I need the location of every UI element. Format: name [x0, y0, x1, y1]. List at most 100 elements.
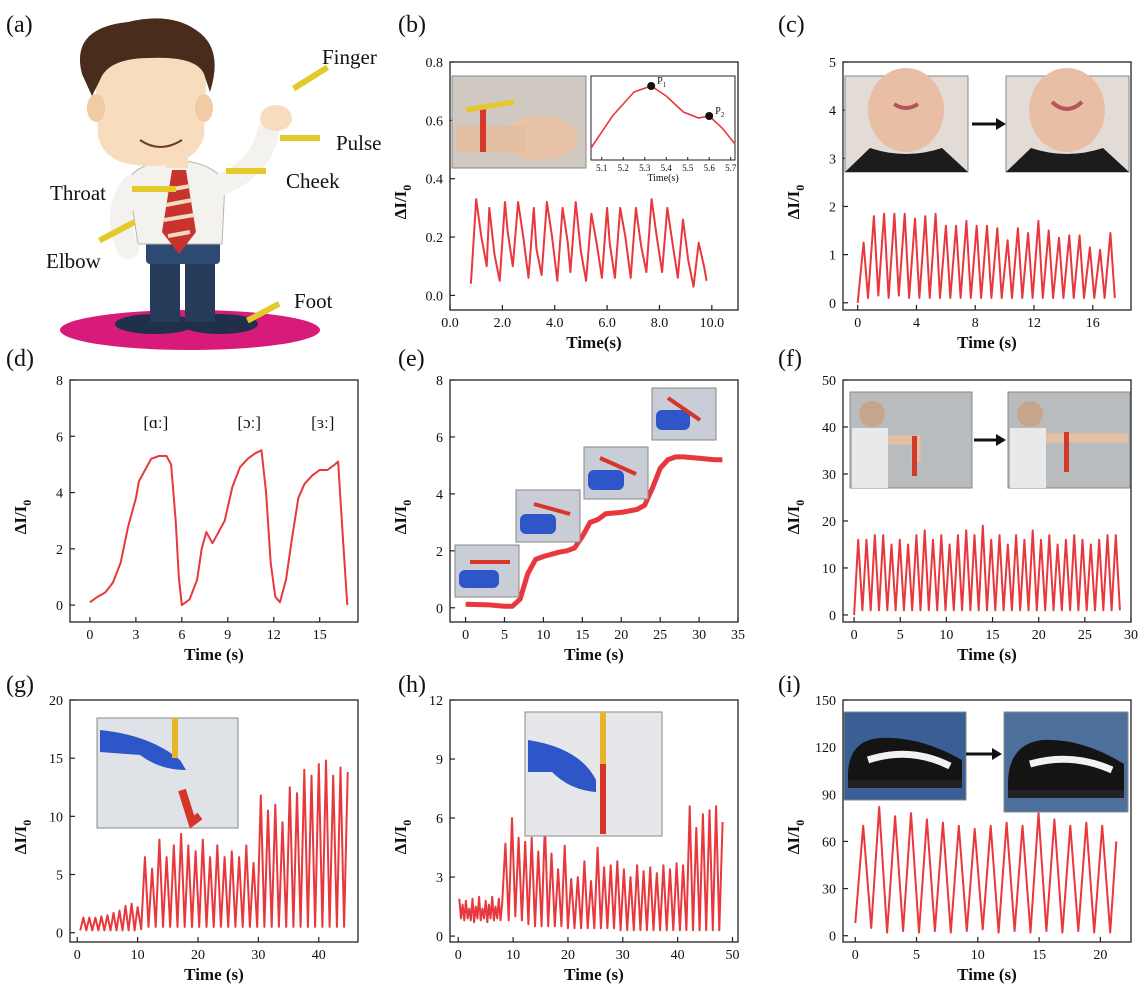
y-tick-label: 0 [436, 602, 443, 617]
y-tick-label: 4 [436, 488, 443, 503]
y-tick-label: 0 [56, 927, 63, 942]
y-tick-label: 15 [49, 752, 63, 767]
y-tick-label: 0 [829, 930, 836, 945]
x-tick-label: 8 [972, 316, 979, 331]
leg-right [185, 258, 215, 322]
chart-b: 0.0 2.0 4.0 6.0 8.0 10.0 0.0 0.2 0.4 0.6 0.8 Time(s… [391, 56, 739, 352]
y-tick-label: 0 [56, 599, 63, 614]
x-tick-label: 5 [897, 628, 904, 643]
y-tick-label: 2 [436, 545, 443, 560]
x-tick-label: 35 [731, 628, 745, 643]
panel-label-i: (i) [778, 672, 801, 698]
y-tick-label: 8 [436, 374, 443, 389]
photo-insets [96, 68, 1131, 837]
y-tick-label: 12 [429, 694, 443, 709]
ear-left [87, 94, 105, 122]
y-tick-label: 0.6 [426, 114, 444, 129]
y-tick-label: 6 [436, 812, 443, 827]
x-tick-label: 30 [251, 948, 265, 963]
peak-label: P2 [715, 106, 725, 119]
x-tick-label: 10 [939, 628, 953, 643]
chart-e: 0 5 10 15 20 25 30 35 0 2 4 6 8 Time (s) ΔI/I0 [391, 374, 745, 664]
x-tick-label: 0 [851, 628, 858, 643]
x-tick-label: 20 [1032, 628, 1046, 643]
y-axis-label: ΔI/I0 [391, 500, 414, 535]
y-tick-label: 5 [829, 56, 836, 71]
y-tick-label: 90 [822, 788, 836, 803]
y-tick-label: 3 [829, 152, 836, 167]
photo-elbow-bent [849, 391, 973, 489]
x-tick-label: 6 [178, 628, 185, 643]
label-elbow: Elbow [46, 249, 102, 273]
x-tick-label: 12 [267, 628, 281, 643]
panel-label-f: (f) [778, 346, 802, 372]
inset-x-tick-label: 5.7 [725, 163, 737, 173]
ear-right [195, 94, 213, 122]
chart-g: 0 10 20 30 40 0 5 10 15 20 Time (s) ΔI/I0 [11, 694, 359, 984]
x-tick-label: 20 [561, 948, 575, 963]
photo-cheek-before [844, 68, 969, 173]
hand-right [260, 105, 292, 131]
sensor-finger [292, 64, 330, 92]
y-axis-label: ΔI/I0 [391, 185, 414, 220]
y-tick-label: 120 [815, 741, 836, 756]
x-tick-label: 20 [614, 628, 628, 643]
photo-elbow-straight [1007, 391, 1131, 489]
plot-frame [69, 699, 359, 943]
chart-d: 0 3 6 9 12 15 0 2 4 6 8 Time (s) ΔI/I0 [ɑː] [ɔː] [ɜː] [11, 374, 359, 664]
arrow-icon [974, 434, 1006, 446]
x-tick-label: 5 [913, 948, 920, 963]
panel-label-g: (g) [6, 672, 34, 698]
x-tick-label: 10 [131, 948, 145, 963]
chart-i: 0 5 10 15 20 0 30 60 90 120 150 Time (s) ΔI/I0 [784, 694, 1132, 984]
y-tick-label: 50 [822, 374, 836, 389]
panel-label-a: (a) [6, 12, 33, 38]
y-axis-label: ΔI/I0 [784, 820, 807, 855]
arm-right [207, 121, 279, 197]
inset-x-axis-label: Time(s) [647, 173, 678, 184]
plot-frame [449, 61, 739, 311]
y-tick-label: 30 [822, 468, 836, 483]
photo-finger-bend-3 [583, 446, 649, 500]
x-tick-label: 16 [1086, 316, 1100, 331]
y-axis-label: ΔI/I0 [11, 820, 34, 855]
y-tick-label: 0 [829, 609, 836, 624]
inset-x-tick-label: 5.6 [704, 163, 716, 173]
x-tick-label: 30 [692, 628, 706, 643]
x-tick-label: 10.0 [700, 316, 725, 331]
arrow-icon [972, 118, 1006, 130]
x-tick-label: 15 [575, 628, 589, 643]
x-tick-label: 25 [653, 628, 667, 643]
x-tick-label: 6.0 [598, 316, 616, 331]
x-axis-label: Time (s) [957, 965, 1017, 984]
arm-left [109, 175, 143, 259]
x-axis-label: Time (s) [564, 645, 624, 664]
inset-x-tick-label: 5.2 [618, 163, 629, 173]
peak-label: P1 [657, 76, 667, 89]
x-tick-label: 40 [312, 948, 326, 963]
x-tick-label: 20 [191, 948, 205, 963]
photo-shoe-bent [1003, 711, 1129, 813]
x-tick-label: 30 [616, 948, 630, 963]
y-axis-label: ΔI/I0 [391, 820, 414, 855]
y-tick-label: 2 [829, 200, 836, 215]
photo-cheek-after [1005, 68, 1130, 173]
x-tick-label: 10 [971, 948, 985, 963]
x-tick-label: 0 [86, 628, 93, 643]
y-tick-label: 10 [49, 810, 63, 825]
sensor-pulse [280, 135, 320, 141]
sensor-foot [246, 301, 281, 324]
label-finger: Finger [322, 45, 377, 69]
y-tick-label: 0 [436, 930, 443, 945]
inset-series-line [590, 85, 736, 149]
sensor-markers [97, 64, 330, 324]
photo-finger-touch [96, 717, 239, 829]
inset-x-tick-label: 5.5 [682, 163, 694, 173]
inset-x-tick-label: 5.3 [639, 163, 651, 173]
x-tick-label: 0 [74, 948, 81, 963]
chart-f: 0 5 10 15 20 25 30 0 10 20 30 40 50 Time (s) ΔI/I0 [784, 374, 1138, 664]
x-tick-label: 12 [1027, 316, 1041, 331]
series-line [465, 454, 723, 609]
series-line [79, 759, 349, 932]
